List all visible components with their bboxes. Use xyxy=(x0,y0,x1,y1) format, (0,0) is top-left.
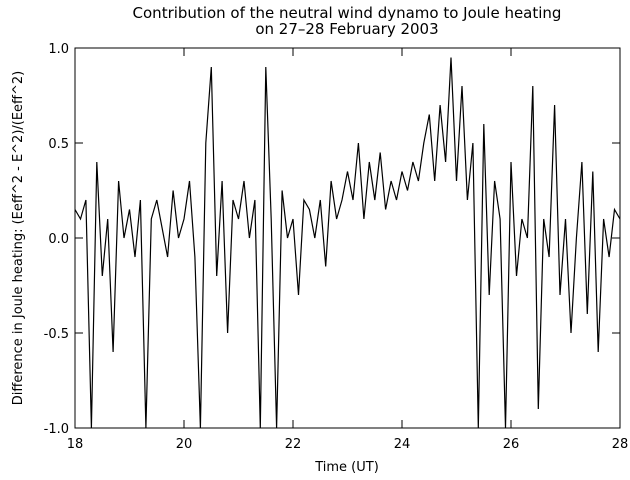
data-line xyxy=(74,57,621,429)
y-tick-label: 0.0 xyxy=(48,232,69,247)
y-tick-label: 1.0 xyxy=(48,42,69,57)
y-tick-label: 0.5 xyxy=(48,137,69,152)
chart-title: Contribution of the neutral wind dynamo … xyxy=(133,4,562,22)
y-tick-label: -0.5 xyxy=(44,327,69,342)
y-axis-label: Difference in Joule heating: (Eeff^2 - E… xyxy=(11,71,26,405)
x-tick-label: 22 xyxy=(285,437,302,452)
x-tick-label: 26 xyxy=(503,437,520,452)
x-tick-label: 24 xyxy=(394,437,411,452)
x-tick-label: 28 xyxy=(612,437,629,452)
x-tick-label: 20 xyxy=(176,437,193,452)
x-axis-label: Time (UT) xyxy=(314,460,379,475)
x-tick-label: 18 xyxy=(67,437,84,452)
y-tick-label: -1.0 xyxy=(44,422,69,437)
chart-subtitle: on 27–28 February 2003 xyxy=(255,20,438,38)
